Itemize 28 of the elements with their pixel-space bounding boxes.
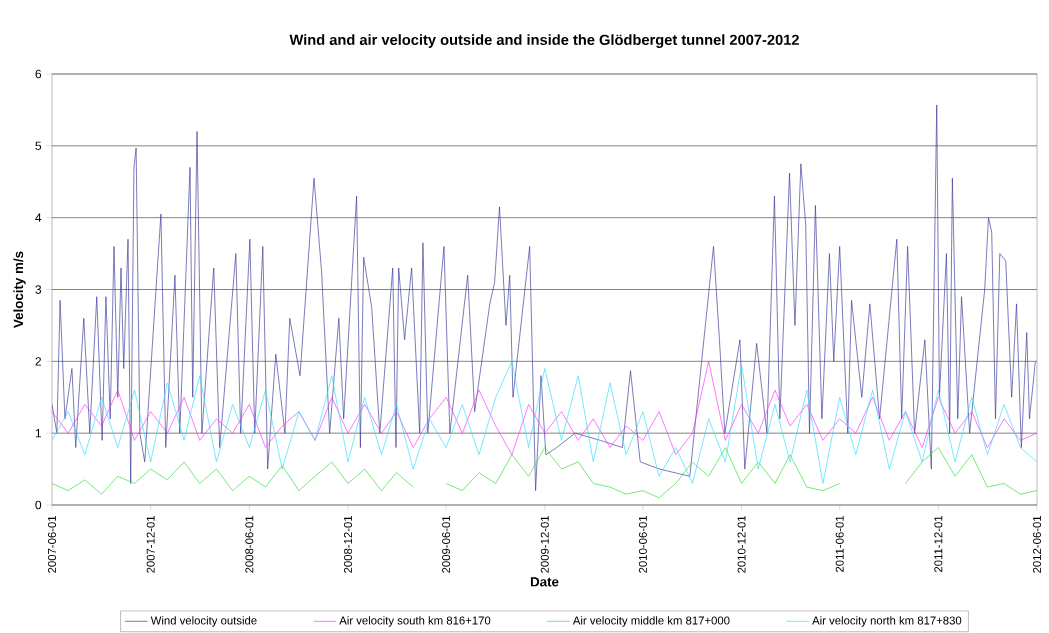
x-tick-label: 2011-12-01 (934, 515, 943, 572)
x-tick-label: 2010-06-01 (638, 515, 647, 573)
y-axis-title: Velocity m/s (13, 251, 26, 328)
x-tick-label: 2009-12-01 (540, 515, 549, 573)
y-tick-label: 5 (35, 141, 42, 151)
chart-title: Wind and air velocity outside and inside the Glödberget tunnel 2007-2012 (289, 34, 799, 48)
x-tick-label: 2008-12-01 (343, 515, 352, 573)
x-tick-label: 2009-06-01 (442, 515, 451, 573)
y-tick-label: 0 (35, 500, 42, 510)
x-tick-label: 2011-06-01 (835, 515, 844, 572)
y-tick-label: 6 (35, 69, 42, 79)
legend-label: Air velocity middle km 817+000 (572, 616, 730, 627)
line-series (52, 361, 1038, 456)
y-tick-label: 4 (35, 213, 42, 222)
y-tick-label: 2 (35, 357, 41, 366)
line-series (52, 104, 1036, 491)
legend-label: Wind velocity outside (150, 616, 257, 627)
x-tick-label: 2008-06-01 (245, 515, 254, 573)
legend-label: Air velocity south km 816+170 (339, 616, 491, 627)
x-tick-label: 2007-06-01 (48, 515, 57, 573)
y-tick-label: 3 (35, 285, 42, 294)
legend-label: Air velocity north km 817+830 (812, 616, 962, 627)
x-tick-label: 2010-12-01 (737, 515, 746, 573)
x-tick-label: 2007-12-01 (146, 515, 155, 573)
y-tick-label: 1 (35, 429, 42, 438)
x-tick-label: 2012-06-01 (1033, 515, 1042, 573)
line-series (52, 361, 1038, 484)
x-axis-title: Date (530, 577, 559, 587)
